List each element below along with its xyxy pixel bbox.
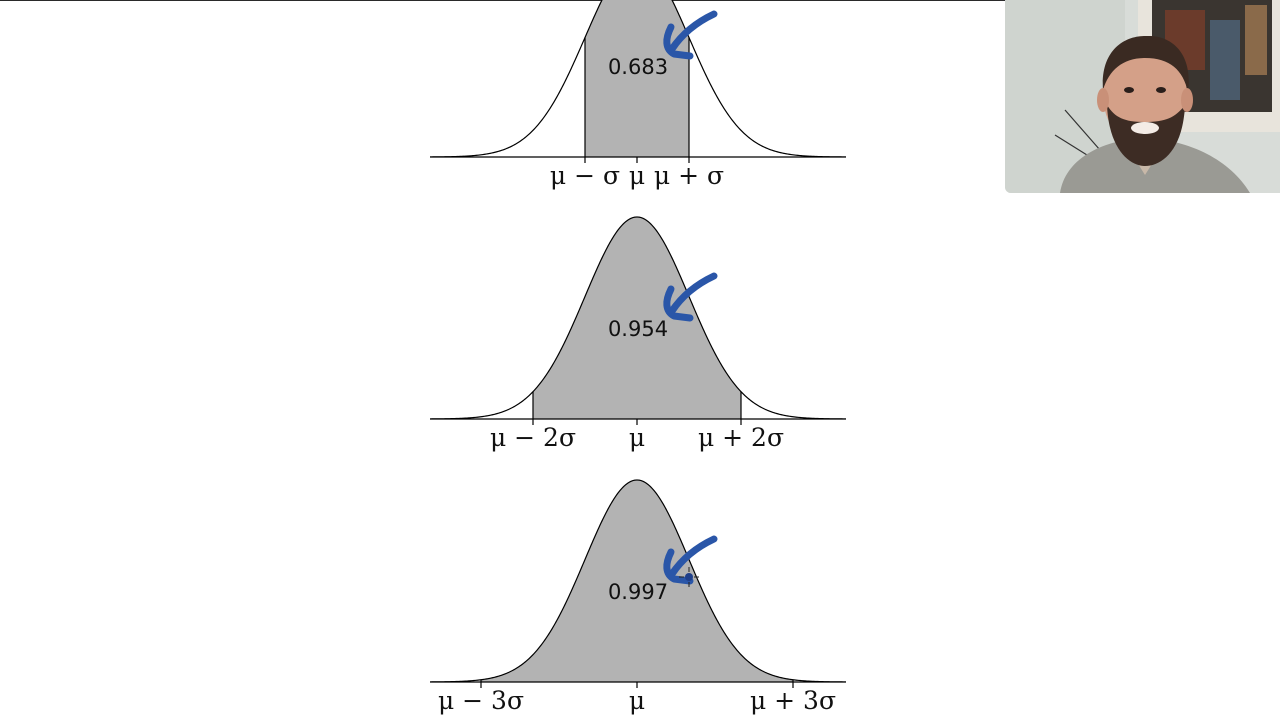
pen-cursor-icon xyxy=(679,567,699,587)
x-tick-label: μ xyxy=(629,423,645,452)
chart-one-sigma: μ − σ μ μ + σ 0.683 xyxy=(429,0,847,190)
shaded-area xyxy=(533,217,741,419)
annotation-arrow-shaft xyxy=(668,10,718,53)
annotation-arrow-head xyxy=(663,285,694,322)
presenter-body xyxy=(1060,138,1250,193)
density-curve xyxy=(429,0,847,158)
x-tick-label: μ + 3σ xyxy=(750,686,836,715)
x-tick-label: μ − 3σ xyxy=(438,686,524,715)
area-probability-label: 0.997 xyxy=(608,580,668,604)
annotation-arrow-head xyxy=(663,548,694,585)
density-curve xyxy=(429,479,847,683)
shaded-area xyxy=(585,0,689,157)
x-tick-label: μ − 2σ xyxy=(490,423,576,452)
x-tick-label: μ xyxy=(629,686,645,715)
density-curve xyxy=(429,216,847,420)
annotation-arrow-shaft xyxy=(668,535,718,578)
x-tick-label: μ + σ xyxy=(654,161,724,190)
chart-three-sigma: μ − 3σ μ μ + 3σ 0.997 xyxy=(429,479,847,715)
x-tick-label: μ − σ xyxy=(550,161,620,190)
x-tick-label: μ + 2σ xyxy=(698,423,784,452)
annotation-arrow-shaft xyxy=(668,272,718,315)
annotation-arrow-head xyxy=(663,23,694,60)
chart-two-sigma: μ − 2σ μ μ + 2σ 0.954 xyxy=(429,216,847,452)
area-probability-label: 0.954 xyxy=(608,317,668,341)
shaded-area xyxy=(481,480,793,682)
presenter-webcam-overlay xyxy=(1005,0,1280,193)
x-tick-label: μ xyxy=(629,161,645,190)
area-probability-label: 0.683 xyxy=(608,55,668,79)
